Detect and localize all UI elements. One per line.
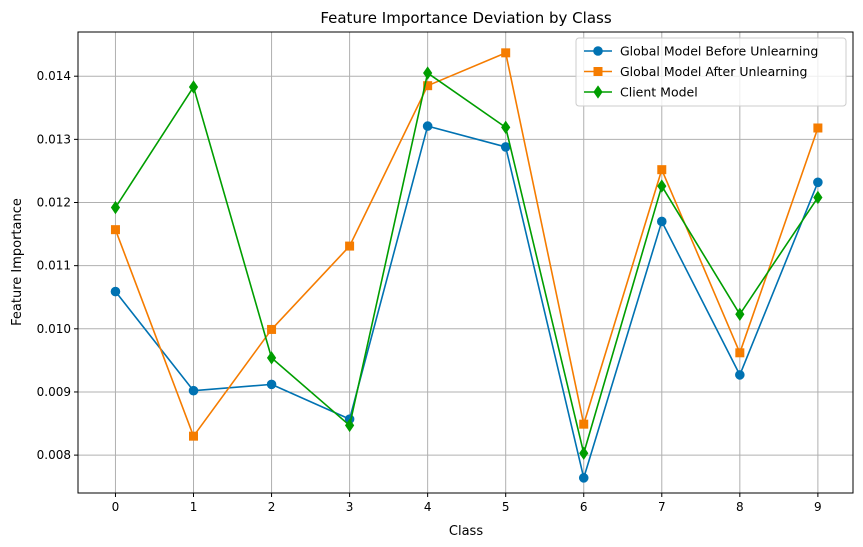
x-tick-label: 3 [346, 500, 354, 514]
legend-box [575, 37, 847, 107]
data-point [423, 66, 433, 80]
y-axis: 0.008 0.009 0.010 0.011 0.012 0.013 0.014 [37, 69, 78, 462]
data-point [267, 324, 277, 334]
data-point [266, 379, 277, 390]
x-tick-label: 5 [502, 500, 510, 514]
data-point [813, 123, 823, 133]
grid [78, 32, 853, 493]
data-point [656, 216, 667, 227]
data-point [188, 80, 199, 94]
series-line [114, 125, 819, 479]
x-tick-label: 1 [190, 500, 198, 514]
x-axis-label: Class [449, 524, 483, 539]
data-point [735, 370, 745, 380]
data-point [735, 348, 745, 358]
legend-item: Global Model After Unlearning [584, 64, 807, 79]
data-point [657, 179, 667, 193]
data-point [735, 307, 745, 321]
x-tick-label: 6 [580, 500, 588, 514]
series-line [114, 52, 819, 437]
x-tick-label: 9 [814, 500, 822, 514]
data-point [110, 225, 120, 235]
legend: Global Model Before Unlearning Global Mod… [575, 37, 847, 107]
y-tick-label: 0.012 [37, 196, 71, 210]
data-point [813, 190, 823, 205]
data-point [189, 431, 199, 441]
y-tick-label: 0.011 [37, 259, 71, 273]
chart-title: Feature Importance Deviation by Class [320, 9, 612, 27]
y-tick-label: 0.010 [37, 322, 71, 336]
data-point [501, 120, 511, 135]
legend-item: Global Model Before Unlearning [584, 44, 818, 59]
data-point [345, 241, 355, 251]
data-point [579, 419, 589, 429]
x-tick-label: 2 [268, 500, 276, 514]
data-point [579, 446, 589, 460]
data-point [578, 473, 589, 483]
series-line [114, 72, 819, 455]
legend-label: Global Model Before Unlearning [620, 44, 818, 59]
legend-marker [593, 85, 603, 99]
x-tick-label: 0 [112, 500, 120, 514]
legend-marker [593, 46, 603, 56]
data-point [110, 286, 121, 297]
data-point [344, 418, 355, 433]
data-point [501, 48, 511, 58]
series-circle [110, 121, 823, 483]
data-point [266, 351, 277, 365]
legend-marker [593, 67, 603, 76]
legend-label: Client Model [620, 85, 698, 100]
x-axis: 0 1 2 3 4 5 6 7 8 9 [112, 493, 822, 514]
plot-area [77, 31, 854, 494]
y-tick-label: 0.014 [37, 69, 71, 83]
y-axis-label: Feature Importance [10, 198, 25, 326]
x-tick-label: 8 [736, 500, 744, 514]
series-layer [110, 48, 823, 483]
series-diamond [110, 66, 823, 460]
y-tick-label: 0.008 [37, 448, 71, 462]
data-point [423, 81, 433, 91]
legend-label: Global Model After Unlearning [620, 64, 807, 79]
y-tick-label: 0.013 [37, 132, 71, 146]
data-point [422, 121, 433, 131]
legend-item: Client Model [584, 85, 698, 100]
data-point [657, 165, 667, 175]
x-tick-label: 7 [658, 500, 666, 514]
data-point [813, 177, 823, 188]
y-tick-label: 0.009 [37, 385, 71, 399]
data-point [188, 385, 199, 396]
series-square [110, 48, 823, 441]
data-point [110, 200, 121, 215]
x-tick-label: 4 [424, 500, 432, 514]
data-point [500, 142, 511, 152]
